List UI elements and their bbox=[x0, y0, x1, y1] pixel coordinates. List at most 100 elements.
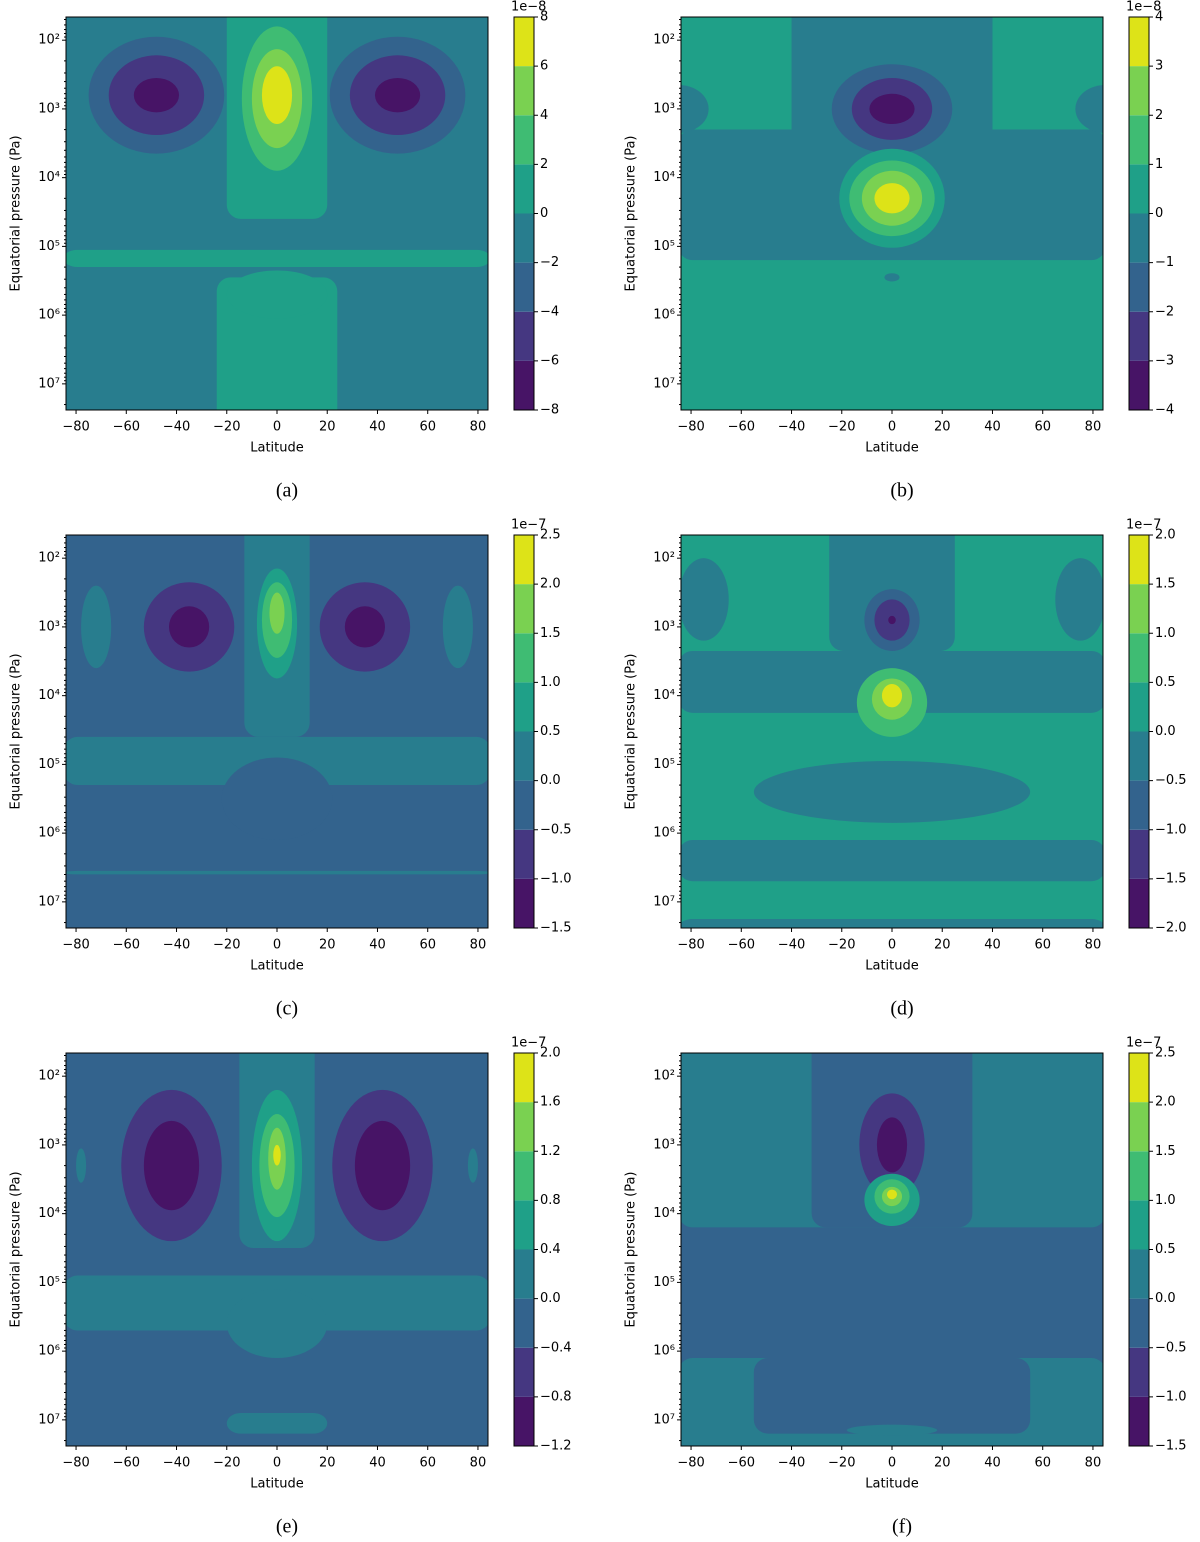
colorbar-band bbox=[1129, 66, 1149, 116]
colorbar-band bbox=[514, 535, 534, 585]
colorbar-tick-label: −1.0 bbox=[1155, 1389, 1187, 1404]
y-tick-label: 10³ bbox=[653, 101, 675, 116]
x-tick-label: 80 bbox=[1085, 1456, 1102, 1471]
colorbar-band bbox=[514, 1053, 534, 1103]
plot-area bbox=[66, 535, 488, 928]
colorbar-tick-label: 1.5 bbox=[1155, 1144, 1176, 1159]
colorbar-band bbox=[1129, 1396, 1149, 1446]
colorbar-tick-label: −3 bbox=[1155, 353, 1174, 368]
colorbar-tick-label: −8 bbox=[540, 403, 559, 418]
x-tick-label: −20 bbox=[828, 1456, 855, 1471]
x-tick-label: 20 bbox=[319, 938, 336, 953]
contour-region bbox=[753, 1358, 1031, 1434]
contour-region bbox=[76, 1148, 87, 1183]
x-tick-label: 0 bbox=[888, 1456, 896, 1471]
x-tick-label: −40 bbox=[778, 420, 805, 435]
contour-region bbox=[681, 919, 1103, 928]
contour-region bbox=[874, 183, 910, 214]
y-tick-label: 10⁴ bbox=[653, 170, 675, 185]
contour-region bbox=[226, 1412, 328, 1434]
caption: (e) bbox=[276, 1516, 298, 1538]
y-tick-label: 10⁷ bbox=[653, 376, 675, 391]
y-tick-label: 10⁴ bbox=[38, 688, 60, 703]
colorbar-band bbox=[514, 1347, 534, 1397]
x-tick-label: 0 bbox=[273, 938, 281, 953]
colorbar-offset: 1e−7 bbox=[1126, 1036, 1161, 1051]
colorbar-tick-label: −1.5 bbox=[1155, 871, 1187, 886]
x-tick-label: 20 bbox=[934, 1456, 951, 1471]
colorbar-tick-label: −1.5 bbox=[1155, 1439, 1187, 1454]
caption: (c) bbox=[276, 998, 298, 1020]
x-tick-label: 40 bbox=[984, 1456, 1001, 1471]
colorbar-offset: 1e−7 bbox=[1126, 518, 1161, 533]
colorbar-band bbox=[1129, 213, 1149, 263]
colorbar-tick-label: 2.0 bbox=[540, 577, 561, 592]
x-tick-label: 80 bbox=[470, 1456, 487, 1471]
x-tick-label: −60 bbox=[113, 420, 140, 435]
x-tick-label: 0 bbox=[273, 1456, 281, 1471]
y-tick-label: 10⁶ bbox=[653, 1344, 675, 1359]
colorbar-band bbox=[514, 115, 534, 165]
contour-region bbox=[886, 1189, 898, 1200]
colorbar-tick-label: −2.0 bbox=[1155, 921, 1187, 936]
colorbar-band bbox=[1129, 115, 1149, 165]
colorbar-band bbox=[514, 731, 534, 781]
colorbar-band bbox=[514, 360, 534, 410]
colorbar-tick-label: 0.5 bbox=[1155, 1242, 1176, 1257]
x-tick-label: 40 bbox=[369, 1456, 386, 1471]
colorbar-band bbox=[1129, 780, 1149, 830]
caption: (d) bbox=[890, 998, 913, 1020]
x-tick-label: −80 bbox=[677, 938, 704, 953]
colorbar-band bbox=[514, 1200, 534, 1250]
colorbar-band bbox=[1129, 878, 1149, 928]
colorbar-tick-label: −0.5 bbox=[1155, 1340, 1187, 1355]
colorbar-band bbox=[514, 780, 534, 830]
x-tick-label: 40 bbox=[984, 938, 1001, 953]
colorbar-tick-label: 6 bbox=[540, 59, 548, 74]
x-axis-label: Latitude bbox=[250, 441, 304, 456]
colorbar-tick-label: 1.2 bbox=[540, 1144, 561, 1159]
contour-region bbox=[681, 84, 709, 133]
colorbar-tick-label: 2.0 bbox=[1155, 528, 1176, 543]
x-tick-label: −80 bbox=[62, 938, 89, 953]
contour-region bbox=[354, 1120, 411, 1211]
y-tick-label: 10⁶ bbox=[38, 308, 60, 323]
x-tick-label: −60 bbox=[728, 420, 755, 435]
y-tick-label: 10⁵ bbox=[653, 757, 675, 772]
y-tick-label: 10⁶ bbox=[653, 826, 675, 841]
colorbar-band bbox=[1129, 1200, 1149, 1250]
x-tick-label: −20 bbox=[213, 420, 240, 435]
colorbar-band bbox=[514, 1298, 534, 1348]
x-axis-label: Latitude bbox=[250, 959, 304, 974]
colorbar-band bbox=[1129, 535, 1149, 585]
x-tick-label: 80 bbox=[1085, 420, 1102, 435]
caption: (b) bbox=[890, 480, 913, 502]
contour-region bbox=[133, 77, 180, 113]
x-tick-label: 40 bbox=[369, 420, 386, 435]
colorbar-tick-label: 1 bbox=[1155, 157, 1163, 172]
colorbar-band bbox=[1129, 1102, 1149, 1152]
y-tick-label: 10⁵ bbox=[653, 239, 675, 254]
x-tick-label: 60 bbox=[419, 938, 436, 953]
caption: (f) bbox=[892, 1516, 912, 1538]
colorbar-tick-label: 4 bbox=[1155, 10, 1163, 25]
colorbar-band bbox=[514, 262, 534, 312]
contour-region bbox=[273, 1144, 281, 1166]
contour-region bbox=[846, 1424, 938, 1436]
y-tick-label: 10³ bbox=[653, 1137, 675, 1152]
colorbar-tick-label: −1 bbox=[1155, 255, 1174, 270]
colorbar-tick-label: 4 bbox=[540, 108, 548, 123]
x-axis-label: Latitude bbox=[865, 959, 919, 974]
y-tick-label: 10⁴ bbox=[653, 1206, 675, 1221]
y-tick-label: 10³ bbox=[653, 619, 675, 634]
x-tick-label: 0 bbox=[273, 420, 281, 435]
y-tick-label: 10⁴ bbox=[653, 688, 675, 703]
x-tick-label: 80 bbox=[1085, 938, 1102, 953]
contour-region bbox=[681, 840, 1103, 882]
x-tick-label: −40 bbox=[778, 1456, 805, 1471]
contour-region bbox=[221, 757, 333, 841]
x-tick-label: −40 bbox=[163, 938, 190, 953]
colorbar-tick-label: 0.0 bbox=[540, 1291, 561, 1306]
y-axis-label: Equatorial pressure (Pa) bbox=[9, 1171, 24, 1327]
